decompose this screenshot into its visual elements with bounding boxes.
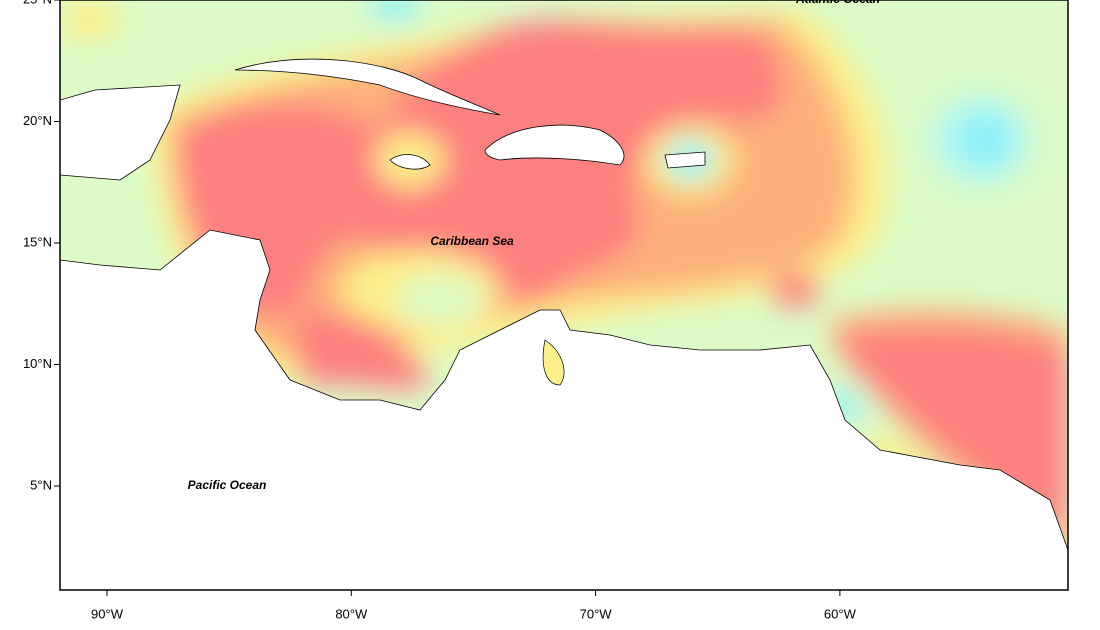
x-tick-label: 90°W [91, 606, 124, 621]
x-tick-label: 70°W [580, 606, 613, 621]
place-label: Pacific Ocean [188, 478, 267, 492]
x-tick-label: 80°W [335, 606, 368, 621]
y-tick-label: 25°N [23, 0, 52, 6]
map-frame [59, 0, 1069, 591]
y-tick-label: 10°N [23, 356, 52, 371]
labels: 25°N 20°N 15°N 10°N 5°N 90°W 80°W 70°W 60°W Atlan… [23, 0, 880, 621]
y-tick-label: 5°N [30, 477, 52, 492]
y-tick-label: 15°N [23, 234, 52, 249]
place-label: Caribbean Sea [430, 234, 514, 248]
heat-field [60, 0, 1068, 590]
place-label: Atlantic Ocean [795, 0, 880, 6]
y-tick-label: 20°N [23, 113, 52, 128]
x-tick-label: 60°W [824, 606, 857, 621]
